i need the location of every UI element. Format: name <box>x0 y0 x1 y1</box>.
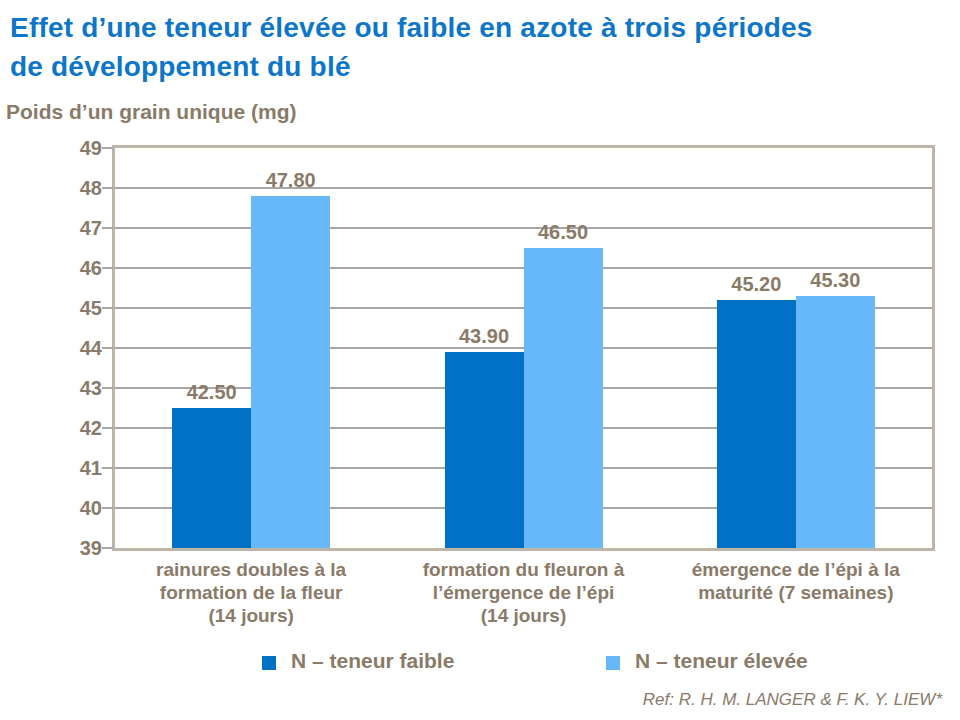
y-axis-label: 39 <box>52 536 102 560</box>
legend-swatch-low-n-icon <box>262 656 276 670</box>
bar-value-label: 42.50 <box>162 381 262 404</box>
bar-high-n <box>524 248 603 548</box>
y-axis-title: Poids d’un grain unique (mg) <box>6 100 296 124</box>
category-label: rainures doubles à la formation de la fl… <box>111 558 391 627</box>
category-label: formation du fleuron à l’émergence de l’… <box>384 558 664 627</box>
bar-low-n <box>717 300 796 548</box>
legend-item-low-n: N – teneur faible <box>262 649 454 673</box>
bar-value-label: 43.90 <box>434 325 534 348</box>
y-axis-label: 47 <box>52 216 102 240</box>
y-axis-tick <box>102 347 113 349</box>
y-axis-tick <box>102 387 113 389</box>
y-axis-label: 49 <box>52 136 102 160</box>
bar-high-n <box>251 196 330 548</box>
plot-area <box>112 145 935 551</box>
bar-low-n <box>172 408 251 548</box>
reference-text: Ref: R. H. M. LANGER & F. K. Y. LIEW* <box>643 690 942 710</box>
legend-label-high-n: N – teneur élevée <box>635 649 808 673</box>
slide: Effet d’une teneur élevée ou faible en a… <box>0 0 960 720</box>
y-axis-tick <box>102 467 113 469</box>
y-axis-label: 42 <box>52 416 102 440</box>
bar-low-n <box>445 352 524 548</box>
y-axis-label: 48 <box>52 176 102 200</box>
y-axis-tick <box>102 307 113 309</box>
gridline <box>115 187 932 189</box>
y-axis-label: 43 <box>52 376 102 400</box>
y-axis-label: 46 <box>52 256 102 280</box>
bar-value-label: 47.80 <box>241 169 341 192</box>
slide-title: Effet d’une teneur élevée ou faible en a… <box>10 8 940 86</box>
y-axis-label: 41 <box>52 456 102 480</box>
y-axis-tick <box>102 427 113 429</box>
y-axis-label: 44 <box>52 336 102 360</box>
y-axis-tick <box>102 267 113 269</box>
bar-high-n <box>796 296 875 548</box>
legend-label-low-n: N – teneur faible <box>291 649 454 673</box>
y-axis-tick <box>102 187 113 189</box>
bar-value-label: 45.30 <box>785 269 885 292</box>
y-axis-label: 45 <box>52 296 102 320</box>
bar-value-label: 46.50 <box>513 221 613 244</box>
y-axis-label: 40 <box>52 496 102 520</box>
y-axis-tick <box>102 227 113 229</box>
y-axis-tick <box>102 507 113 509</box>
legend-item-high-n: N – teneur élevée <box>606 649 808 673</box>
legend-swatch-high-n-icon <box>606 656 620 670</box>
category-label: émergence de l’épi à la maturité (7 sema… <box>656 558 936 604</box>
y-axis-tick <box>102 547 113 549</box>
y-axis-tick <box>102 147 113 149</box>
